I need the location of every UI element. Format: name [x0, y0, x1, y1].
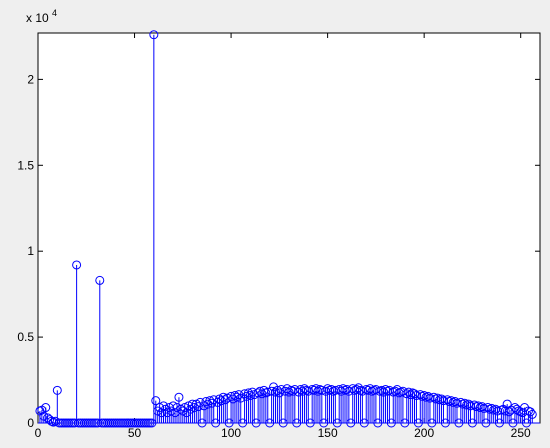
x-tick-label: 50 — [128, 426, 142, 440]
stem-marker — [423, 391, 433, 401]
stem-marker — [464, 399, 474, 409]
x-tick-label: 150 — [318, 426, 338, 440]
y-multiplier: x 10 — [26, 11, 49, 25]
y-tick-label: 1.5 — [17, 158, 34, 172]
stem-marker — [404, 387, 414, 397]
stem-marker — [270, 387, 280, 397]
stem-marker — [41, 403, 51, 413]
stem-marker — [437, 394, 447, 404]
stem-marker — [95, 275, 105, 285]
y-tick-label: 0 — [27, 416, 34, 430]
y-multiplier-exponent: 4 — [52, 8, 57, 18]
stem-marker — [338, 384, 348, 394]
stem-marker — [151, 396, 161, 406]
y-tick-label: 0.5 — [17, 330, 34, 344]
stem-marker — [477, 402, 487, 412]
stem-marker — [311, 384, 321, 394]
stem-marker — [381, 384, 391, 394]
stem-marker — [72, 260, 82, 270]
stem-marker — [410, 389, 419, 399]
stem-marker — [433, 393, 443, 403]
stem-marker — [460, 398, 470, 408]
plot-area — [37, 32, 541, 424]
stem-marker — [450, 397, 460, 407]
stem-marker — [352, 384, 362, 394]
stem-marker — [446, 396, 456, 406]
y-tick-label: 1 — [27, 244, 34, 258]
stem-marker — [487, 403, 497, 413]
stem-marker — [149, 30, 159, 40]
stem-marker — [525, 407, 535, 417]
stem-marker — [419, 391, 429, 401]
stem-marker — [504, 407, 514, 417]
stem-marker — [193, 402, 203, 412]
x-tick-label: 200 — [414, 426, 434, 440]
stem-marker — [174, 392, 184, 402]
y-tick-label: 2 — [27, 72, 34, 86]
stem-marker — [500, 406, 510, 416]
x-tick-label: 100 — [221, 426, 241, 440]
stem-marker — [473, 401, 483, 411]
x-tick-label: 250 — [511, 426, 531, 440]
x-tick-label: 0 — [35, 426, 42, 440]
stem-marker — [527, 409, 537, 419]
stem-marker — [52, 385, 62, 395]
stem-marker — [232, 392, 242, 402]
